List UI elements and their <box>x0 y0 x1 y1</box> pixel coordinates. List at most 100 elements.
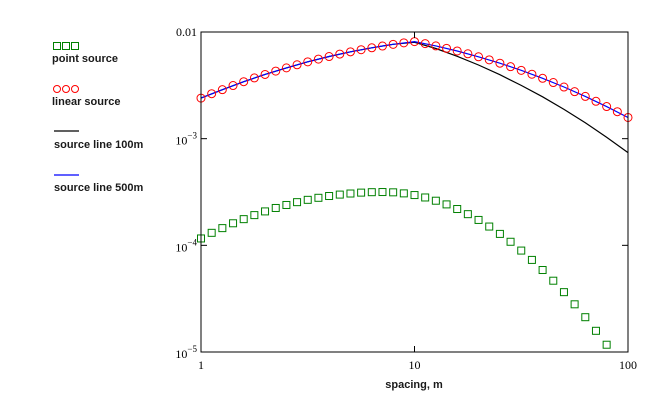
legend-marker-square-icon <box>62 42 70 50</box>
data-point-linear-source <box>474 52 484 62</box>
data-point-point-source <box>271 203 280 212</box>
legend-item-point-source: point source <box>52 42 118 65</box>
data-point-linear-source <box>356 45 366 55</box>
data-point-linear-source <box>559 82 569 92</box>
data-point-linear-source <box>367 43 377 53</box>
data-point-linear-source <box>228 81 238 91</box>
data-point-linear-source <box>431 41 441 51</box>
data-point-point-source <box>399 189 408 198</box>
data-point-linear-source <box>324 52 334 62</box>
data-point-linear-source <box>506 62 516 72</box>
data-point-linear-source <box>463 49 473 59</box>
y-tick-label: 0.01 <box>176 25 197 39</box>
data-point-point-source <box>474 215 483 224</box>
data-point-point-source <box>527 255 536 264</box>
data-point-point-source <box>559 288 568 297</box>
data-point-point-source <box>207 228 216 237</box>
legend-label: source line 100m <box>54 139 143 151</box>
legend-item-source-line-100m: source line 100m <box>54 130 143 151</box>
y-tick-base: 0.01 <box>176 25 197 39</box>
data-point-linear-source <box>420 39 430 49</box>
legend-marker-circle-icon <box>62 85 70 93</box>
data-point-linear-source <box>591 96 601 106</box>
data-point-linear-source <box>602 102 612 112</box>
data-point-linear-source <box>388 39 398 49</box>
data-point-point-source <box>218 224 227 233</box>
data-point-point-source <box>346 189 355 198</box>
x-tick-label: 10 <box>409 358 421 372</box>
data-point-point-source <box>325 192 334 201</box>
x-tick-label: 1 <box>198 358 204 372</box>
data-point-linear-source <box>260 69 270 79</box>
data-point-point-source <box>463 210 472 219</box>
data-point-point-source <box>282 200 291 209</box>
data-point-linear-source <box>217 85 227 95</box>
legend: point source linear source source line 100… <box>52 42 143 194</box>
data-point-linear-source <box>303 57 313 67</box>
legend-marker-circle-icon <box>53 85 61 93</box>
data-point-linear-source <box>548 78 558 88</box>
y-tick-base: 10 <box>175 240 187 254</box>
data-point-linear-source <box>281 63 291 73</box>
data-point-linear-source <box>612 107 622 117</box>
data-point-linear-source <box>452 46 462 56</box>
data-point-point-source <box>453 205 462 214</box>
data-point-point-source <box>517 246 526 255</box>
data-point-linear-source <box>345 47 355 57</box>
data-point-point-source <box>570 300 579 309</box>
data-point-linear-source <box>580 91 590 101</box>
data-point-point-source <box>314 193 323 202</box>
y-tick-label: 10−3 <box>175 131 197 148</box>
data-point-point-source <box>303 195 312 204</box>
data-point-point-source <box>410 191 419 200</box>
legend-marker-circle-icon <box>71 85 79 93</box>
legend-label: linear source <box>52 96 120 108</box>
data-point-point-source <box>335 190 344 199</box>
data-point-point-source <box>506 237 515 246</box>
data-point-linear-source <box>484 55 494 65</box>
data-point-point-source <box>367 188 376 197</box>
y-tick-base: 10 <box>175 347 187 361</box>
y-tick-label: 10−4 <box>175 237 197 254</box>
data-point-point-source <box>538 266 547 275</box>
y-tick-exponent: −3 <box>187 131 197 141</box>
y-tick-exponent: −5 <box>187 344 197 354</box>
series-line-source-line-500m <box>200 40 629 119</box>
data-point-point-source <box>591 326 600 335</box>
data-point-point-source <box>442 200 451 209</box>
legend-label: source line 500m <box>54 182 143 194</box>
series-line-source-line-100m <box>200 41 629 154</box>
y-tick-exponent: −4 <box>187 237 197 247</box>
y-tick-label: 10−5 <box>175 344 197 361</box>
data-point-point-source <box>431 196 440 205</box>
data-point-point-source <box>261 207 270 216</box>
data-point-point-source <box>485 222 494 231</box>
data-point-point-source <box>549 276 558 285</box>
data-point-point-source <box>357 188 366 197</box>
plot-area <box>196 37 633 349</box>
legend-marker-square-icon <box>71 42 79 50</box>
data-point-point-source <box>378 188 387 197</box>
data-point-linear-source <box>527 69 537 79</box>
data-point-linear-source <box>399 38 409 48</box>
data-point-linear-source <box>377 41 387 51</box>
data-point-linear-source <box>538 73 548 83</box>
data-point-point-source <box>229 219 238 228</box>
data-point-point-source <box>581 313 590 322</box>
data-point-point-source <box>495 229 504 238</box>
data-point-linear-source <box>249 73 259 83</box>
legend-label: point source <box>52 53 118 65</box>
data-point-point-source <box>602 340 611 349</box>
legend-item-source-line-500m: source line 500m <box>54 174 143 194</box>
data-point-point-source <box>389 188 398 197</box>
data-point-linear-source <box>495 58 505 68</box>
data-point-point-source <box>421 193 430 202</box>
x-tick-label: 100 <box>619 358 637 372</box>
data-point-linear-source <box>207 89 217 99</box>
legend-item-linear-source: linear source <box>52 85 120 108</box>
data-point-linear-source <box>516 65 526 75</box>
legend-marker-square-icon <box>53 42 61 50</box>
data-point-linear-source <box>271 66 281 76</box>
